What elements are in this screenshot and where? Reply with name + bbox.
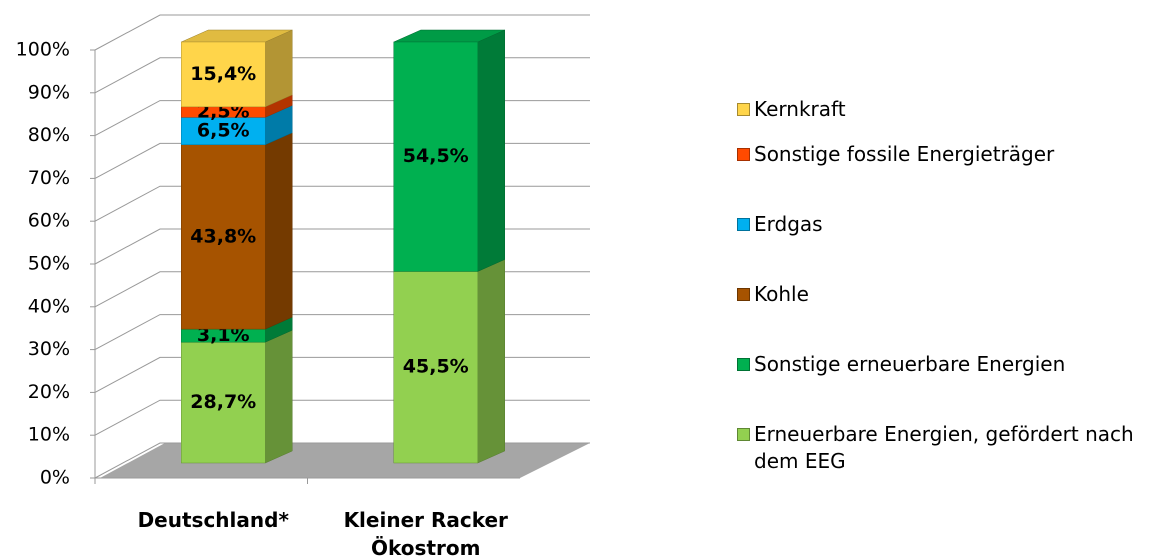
legend-item: Kernkraft [737, 96, 1167, 123]
grid-line [94, 314, 590, 351]
bar [393, 271, 478, 464]
legend-item: Erneuerbare Energien, gefördert nach dem… [737, 421, 1167, 475]
legend-label: Kohle [754, 282, 809, 306]
bar-side [265, 29, 293, 108]
data-label: 45,5% [403, 356, 469, 378]
y-tick-label: 20% [28, 381, 70, 403]
bar-side [477, 29, 505, 272]
x-tick-label: Kleiner Racker Ökostrom [343, 508, 508, 560]
legend-swatch [737, 148, 750, 161]
legend-label: Kernkraft [754, 97, 846, 121]
legend-label: Erdgas [754, 212, 823, 236]
legend-swatch [737, 358, 750, 371]
grid-line [94, 57, 590, 94]
bar [393, 41, 478, 272]
y-tick-label: 30% [28, 338, 70, 360]
bar-side [265, 329, 293, 464]
grid-line [94, 14, 590, 51]
y-tick-label: 50% [28, 253, 70, 275]
grid-line [94, 271, 590, 308]
grid-line [94, 228, 590, 265]
y-tick-label: 10% [28, 424, 70, 446]
legend-label: Erneuerbare Energien, gefördert nach dem… [754, 422, 1134, 473]
grid-line [94, 356, 590, 393]
x-tick-label: Deutschland* [137, 508, 289, 532]
legend-swatch [737, 218, 750, 231]
floor [100, 443, 590, 478]
y-tick-label: 80% [28, 124, 70, 146]
legend-item: Sonstige erneuerbare Energien [737, 351, 1167, 378]
legend-label: Sonstige erneuerbare Energien [754, 352, 1066, 376]
data-label: 54,5% [403, 145, 469, 167]
legend-item: Kohle [737, 281, 1167, 308]
legend-label: Sonstige fossile Energieträger [754, 142, 1055, 166]
grid-line [94, 185, 590, 222]
y-tick-label: 60% [28, 210, 70, 232]
legend-item: Sonstige fossile Energieträger [737, 141, 1167, 168]
y-tick-label: 0% [40, 467, 70, 489]
legend-swatch [737, 103, 750, 116]
legend-swatch [737, 428, 750, 441]
bar [181, 117, 266, 145]
y-tick-label: 40% [28, 295, 70, 317]
data-label: 3,1% [197, 324, 250, 346]
data-label: 6,5% [197, 120, 250, 142]
bar-side [265, 132, 293, 330]
legend-swatch [737, 288, 750, 301]
grid-line [94, 399, 590, 436]
data-label: 28,7% [190, 391, 256, 413]
grid-line [94, 142, 590, 179]
bar [181, 341, 266, 464]
y-tick-label: 90% [28, 81, 70, 103]
y-tick-label: 70% [28, 167, 70, 189]
legend-item: Erdgas [737, 211, 1167, 238]
data-label: 43,8% [190, 225, 256, 247]
bar [181, 41, 266, 108]
bar-side [477, 259, 505, 464]
data-label: 15,4% [190, 63, 256, 85]
grid-line [94, 100, 590, 137]
y-tick-label: 100% [16, 39, 70, 61]
